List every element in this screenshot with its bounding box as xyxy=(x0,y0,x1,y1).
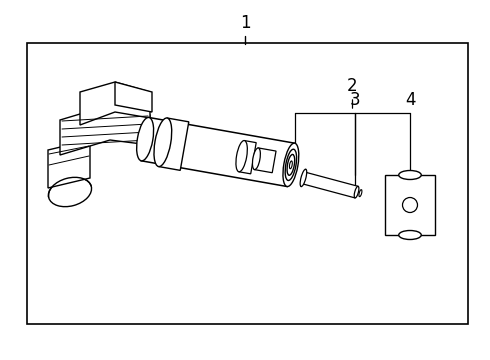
Text: 1: 1 xyxy=(240,14,250,32)
Polygon shape xyxy=(115,82,152,112)
Polygon shape xyxy=(239,140,256,174)
Ellipse shape xyxy=(252,148,260,170)
Text: 2: 2 xyxy=(347,77,358,95)
Ellipse shape xyxy=(137,117,154,161)
Ellipse shape xyxy=(402,198,417,212)
Ellipse shape xyxy=(300,169,307,186)
Ellipse shape xyxy=(49,177,92,207)
Ellipse shape xyxy=(287,154,294,175)
Polygon shape xyxy=(254,148,276,173)
Ellipse shape xyxy=(399,230,421,239)
Polygon shape xyxy=(302,172,358,198)
Ellipse shape xyxy=(285,149,296,180)
Polygon shape xyxy=(159,118,189,170)
Bar xyxy=(27,43,468,324)
Ellipse shape xyxy=(354,186,359,198)
Polygon shape xyxy=(141,117,294,186)
Polygon shape xyxy=(48,140,90,188)
Ellipse shape xyxy=(283,143,299,186)
Polygon shape xyxy=(80,82,150,125)
Polygon shape xyxy=(385,175,435,235)
Ellipse shape xyxy=(290,161,293,169)
Ellipse shape xyxy=(359,190,362,197)
Ellipse shape xyxy=(236,140,247,172)
Ellipse shape xyxy=(399,171,421,180)
Text: 4: 4 xyxy=(405,91,415,109)
Ellipse shape xyxy=(154,118,172,167)
Polygon shape xyxy=(60,105,150,155)
Text: 3: 3 xyxy=(350,91,360,109)
